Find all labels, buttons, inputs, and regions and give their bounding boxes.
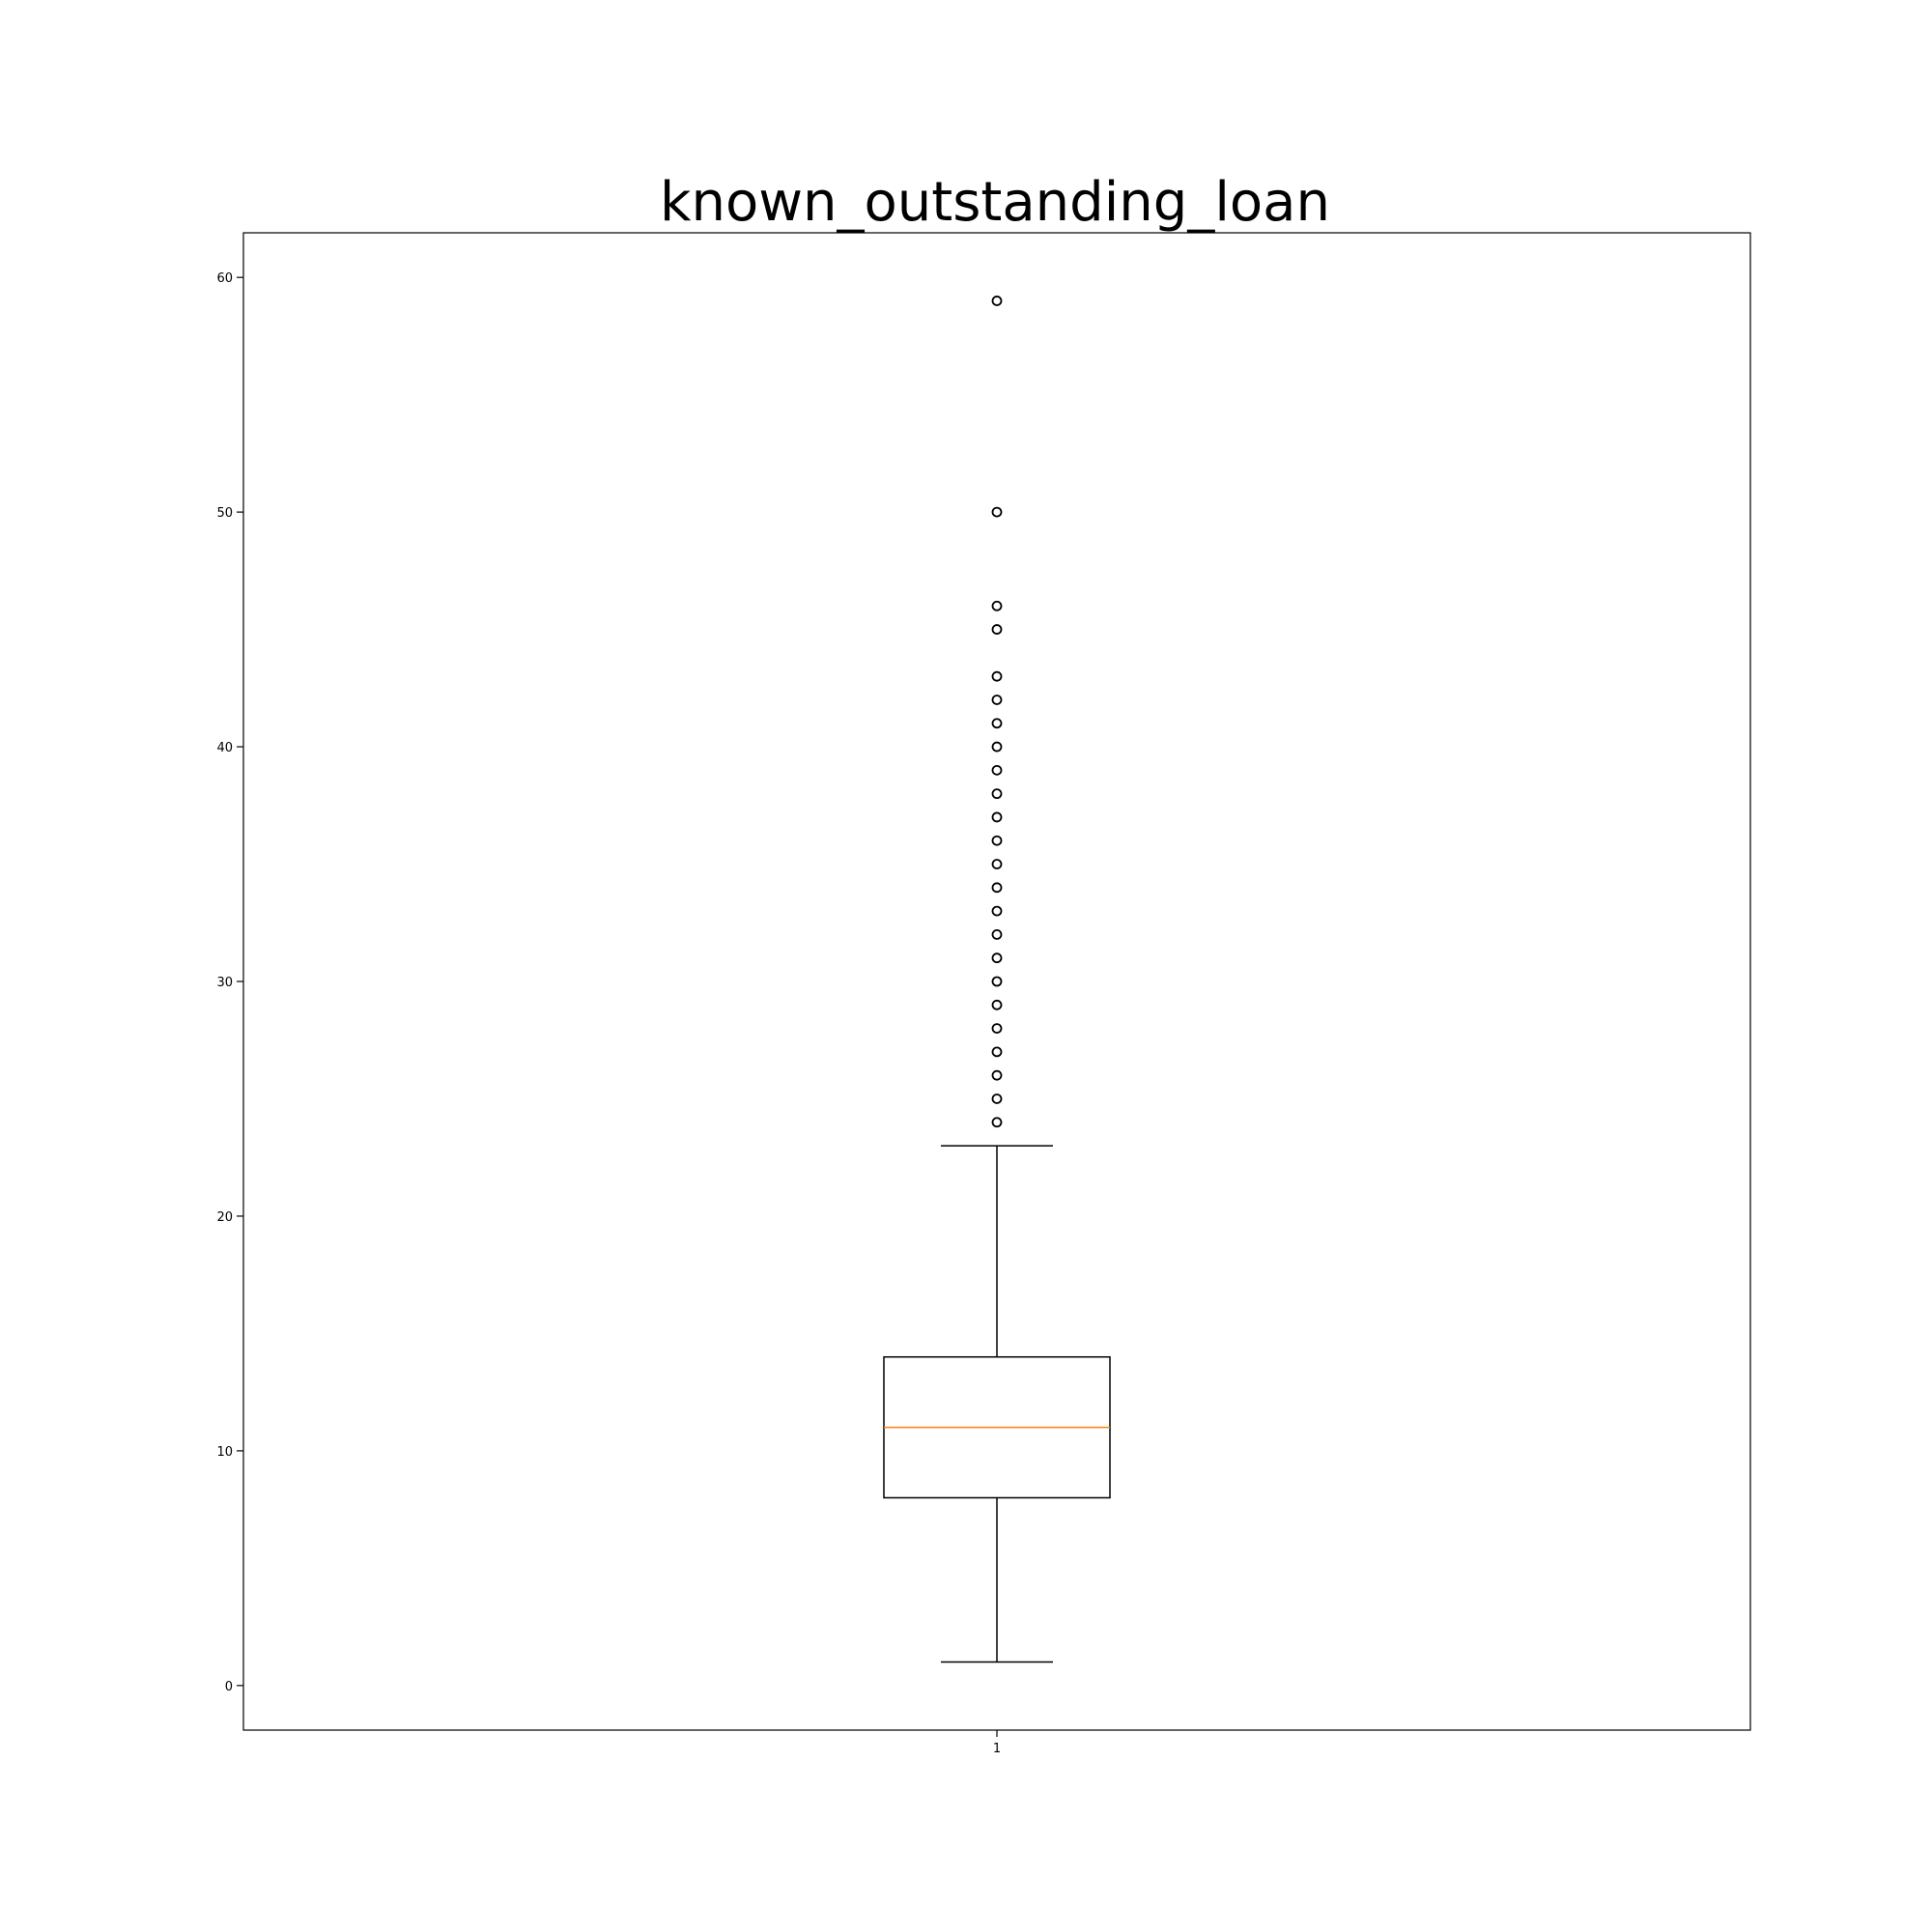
y-tick-label: 20	[216, 1210, 233, 1225]
outlier-group	[991, 296, 1003, 1128]
outlier-point	[991, 811, 1003, 823]
outlier-point	[991, 859, 1003, 869]
chart-title: known_outstanding_loan	[660, 171, 1330, 234]
outlier-point	[991, 670, 1003, 682]
y-axis: 0 10 20 30 40 50 60	[216, 271, 243, 1694]
y-tick-label: 60	[216, 271, 233, 286]
outlier-point	[991, 506, 1003, 518]
x-tick-label: 1	[993, 1742, 1001, 1756]
outlier-point	[991, 718, 1003, 729]
outlier-point	[991, 905, 1003, 917]
outlier-point	[991, 1046, 1003, 1058]
y-tick-label: 0	[225, 1680, 233, 1694]
outlier-point	[991, 929, 1003, 940]
outlier-point	[991, 1117, 1003, 1128]
y-tick-label: 30	[216, 976, 233, 990]
outlier-point	[991, 624, 1003, 635]
outlier-point	[991, 1023, 1003, 1034]
outlier-point	[991, 695, 1003, 705]
y-tick-label: 40	[216, 741, 233, 755]
box-group	[883, 1145, 1111, 1663]
outlier-point	[991, 952, 1003, 964]
outlier-point	[991, 1069, 1003, 1081]
outlier-point	[991, 835, 1003, 846]
outlier-point	[991, 999, 1003, 1010]
outlier-point	[991, 882, 1003, 894]
outlier-point	[991, 788, 1003, 800]
outlier-point	[991, 741, 1003, 753]
outlier-point	[991, 1094, 1003, 1104]
outlier-point	[991, 764, 1003, 776]
outlier-point	[991, 976, 1003, 987]
x-axis: 1	[993, 1730, 1001, 1756]
outlier-point	[991, 296, 1003, 306]
outlier-point	[991, 600, 1003, 611]
y-tick-label: 50	[216, 506, 233, 521]
y-tick-label: 10	[216, 1445, 233, 1460]
